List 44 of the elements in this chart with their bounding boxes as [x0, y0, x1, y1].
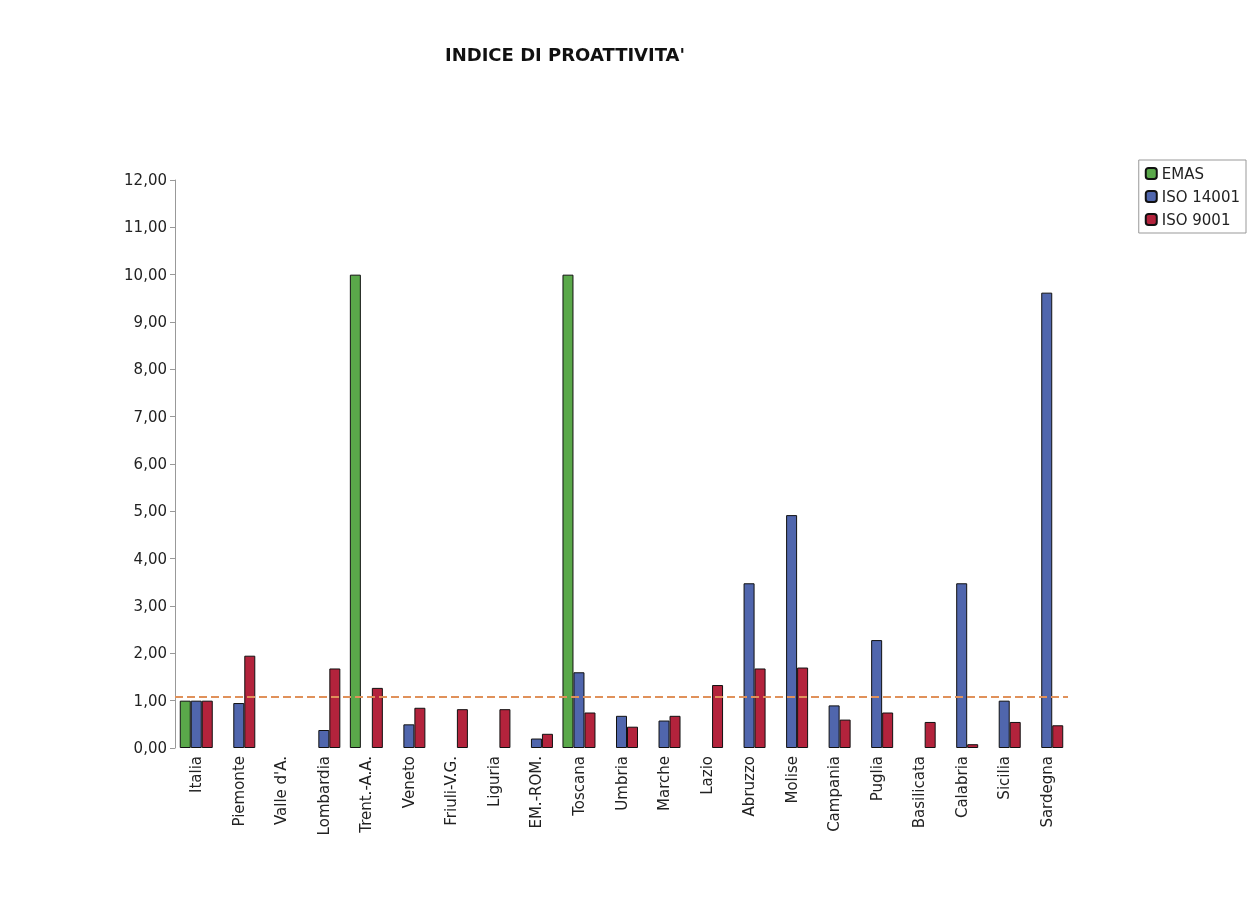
bar	[349, 274, 361, 748]
y-tick-label: 8,00	[133, 360, 167, 379]
legend-label: ISO 9001	[1161, 210, 1231, 229]
x-tick-label: Sardegna	[1037, 756, 1056, 828]
x-tick-label: Calabria	[952, 756, 971, 819]
y-tick-label: 7,00	[133, 407, 167, 426]
chart-title: INDICE DI PROATTIVITA'	[444, 43, 686, 65]
x-tick-label: EM.-ROM.	[527, 756, 546, 829]
y-tick-label: 6,00	[133, 455, 167, 473]
y-tick-label: 2,00	[133, 644, 167, 663]
legend-label: ISO 14001	[1161, 187, 1241, 206]
y-tick-label: 1,00	[133, 691, 167, 710]
y-tick-label: 0,00	[133, 739, 167, 757]
y-tick-label: 11,00	[124, 218, 167, 237]
y-tick-label: 5,00	[133, 502, 167, 521]
bar	[456, 709, 468, 748]
x-tick-label: Toscana	[569, 756, 588, 817]
y-tick-label: 3,00	[133, 597, 167, 615]
bar	[371, 687, 383, 748]
x-tick-label: Veneto	[399, 756, 418, 809]
x-tick-label: Italia	[187, 756, 206, 794]
y-tick-label: 10,00	[124, 265, 167, 284]
legend-label: EMAS	[1161, 164, 1204, 183]
x-tick-label: Friuli-V.G.	[442, 756, 461, 826]
x-tick-label: Lombardia	[314, 756, 333, 836]
x-tick-label: Valle d'A.	[272, 756, 291, 826]
x-tick-label: Basilicata	[910, 756, 929, 829]
x-tick-label: Piemonte	[229, 756, 248, 827]
x-tick-label: Trent.-A.A.	[357, 756, 376, 834]
x-tick-label: Liguria	[484, 756, 503, 808]
y-tick-label: 4,00	[133, 549, 167, 568]
x-tick-label: Abruzzo	[740, 756, 759, 817]
bar	[712, 685, 724, 748]
bar	[924, 721, 936, 748]
x-tick-label: Marche	[655, 756, 674, 811]
x-tick-label: Lazio	[697, 756, 716, 795]
x-tick-label: Campania	[825, 756, 844, 832]
y-tick-label: 9,00	[133, 313, 167, 331]
y-tick-label: 12,00	[124, 171, 167, 189]
x-tick-label: Puglia	[867, 756, 886, 802]
x-tick-label: Molise	[782, 756, 801, 804]
x-tick-label: Umbria	[612, 756, 631, 811]
bar	[499, 709, 511, 748]
x-tick-label: Sicilia	[995, 756, 1014, 800]
